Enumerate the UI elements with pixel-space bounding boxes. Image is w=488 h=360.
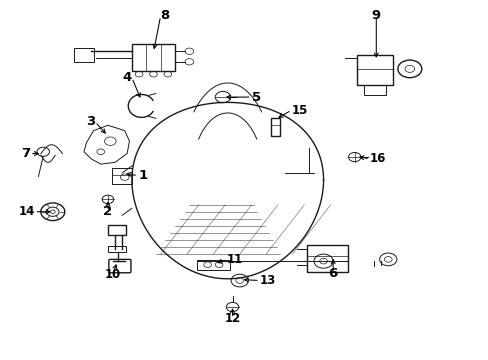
Text: 10: 10 xyxy=(104,268,121,281)
Text: 15: 15 xyxy=(291,104,307,117)
Text: 16: 16 xyxy=(369,152,386,165)
Text: 5: 5 xyxy=(251,91,260,104)
Text: 2: 2 xyxy=(103,204,112,217)
Text: 3: 3 xyxy=(85,115,95,128)
Text: 4: 4 xyxy=(122,71,132,84)
Text: 8: 8 xyxy=(160,9,169,22)
Text: 6: 6 xyxy=(328,267,337,280)
Text: 11: 11 xyxy=(226,253,243,266)
Text: 13: 13 xyxy=(259,274,276,287)
Text: 9: 9 xyxy=(371,9,380,22)
Text: 12: 12 xyxy=(224,312,240,325)
Text: 7: 7 xyxy=(20,147,30,160)
Text: 1: 1 xyxy=(138,169,147,182)
Text: 14: 14 xyxy=(18,205,35,218)
